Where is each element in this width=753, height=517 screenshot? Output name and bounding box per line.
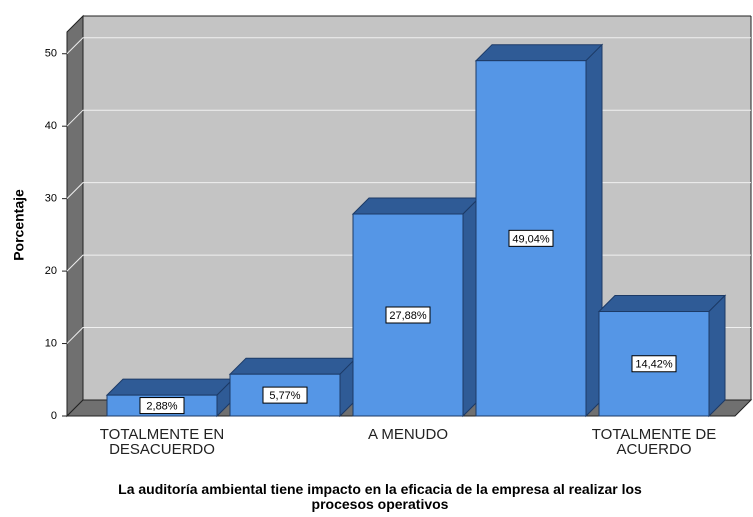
y-tick-label: 0 (51, 410, 57, 422)
value-label-box (139, 397, 185, 415)
value-label-box (385, 306, 431, 324)
y-tick-label: 10 (45, 337, 57, 349)
bar-top (474, 44, 604, 62)
y-tick-label: 20 (45, 265, 57, 277)
x-axis-title: La auditoría ambiental tiene impacto en … (118, 481, 642, 512)
bar-top (105, 378, 235, 396)
y-tick-label: 30 (45, 193, 57, 205)
y-axis-title: Porcentaje (11, 189, 27, 261)
bar-side (708, 294, 726, 418)
bar (598, 311, 710, 417)
x-tick-label: A MENUDO (367, 426, 448, 443)
value-label: 5,77% (269, 390, 300, 402)
value-label: 14,42% (635, 359, 673, 371)
value-label-box (262, 386, 308, 404)
value-label: 2,88% (146, 400, 177, 412)
y-tick-label: 40 (45, 120, 57, 132)
bar-top (351, 197, 481, 215)
x-tick-label: TOTALMENTE DE ACUERDO (591, 426, 717, 458)
value-label: 49,04% (512, 233, 550, 245)
x-tick-label: TOTALMENTE EN DESACUERDO (99, 426, 225, 458)
value-label-box (508, 229, 554, 247)
bar-top (597, 295, 727, 313)
side-wall (66, 14, 84, 418)
y-tick-label: 50 (45, 48, 57, 60)
value-label: 27,88% (389, 310, 427, 322)
value-label-box (631, 355, 677, 373)
grid-line (66, 37, 751, 55)
bar-top (228, 357, 358, 375)
